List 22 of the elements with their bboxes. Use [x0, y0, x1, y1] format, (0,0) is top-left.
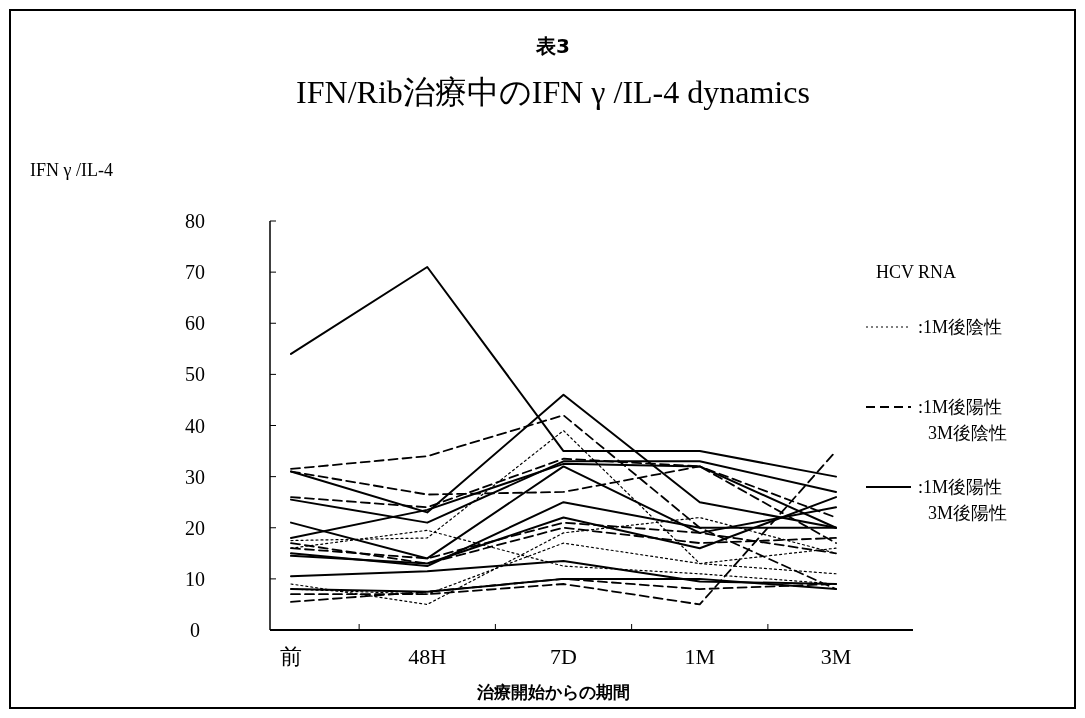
legend-label: :1M後陰性 — [918, 317, 1003, 337]
x-tick-label: 1M — [684, 644, 716, 669]
y-tick-label: 0 — [190, 619, 200, 641]
chart-subtitle: IFN/Rib治療中のIFN γ /IL-4 dynamics — [296, 74, 810, 110]
y-tick-label: 10 — [185, 567, 205, 590]
legend-label: :1M後陽性 3M後陰性 — [918, 397, 1008, 443]
y-tick-label: 30 — [185, 465, 205, 488]
x-axis-title: 治療開始からの期間 — [475, 682, 630, 702]
y-tick-label: 60 — [185, 312, 205, 335]
legend-title: HCV RNA — [875, 262, 957, 282]
x-tick-label: 3M — [820, 644, 852, 669]
y-tick-label: 20 — [185, 516, 205, 539]
x-tick-label: 7D — [550, 644, 577, 669]
chart-title: 表3 — [535, 34, 570, 58]
x-tick-label: 前 — [280, 644, 302, 669]
legend-label: :1M後陽性 3M後陽性 — [918, 477, 1008, 523]
y-tick-label: 40 — [185, 414, 205, 437]
y-tick-label: 50 — [185, 363, 205, 386]
y-axis-title: IFN γ /IL-4 — [30, 160, 113, 180]
y-tick-label: 80 — [185, 210, 205, 232]
y-tick-label: 70 — [185, 261, 205, 284]
x-tick-label: 48H — [408, 644, 447, 669]
